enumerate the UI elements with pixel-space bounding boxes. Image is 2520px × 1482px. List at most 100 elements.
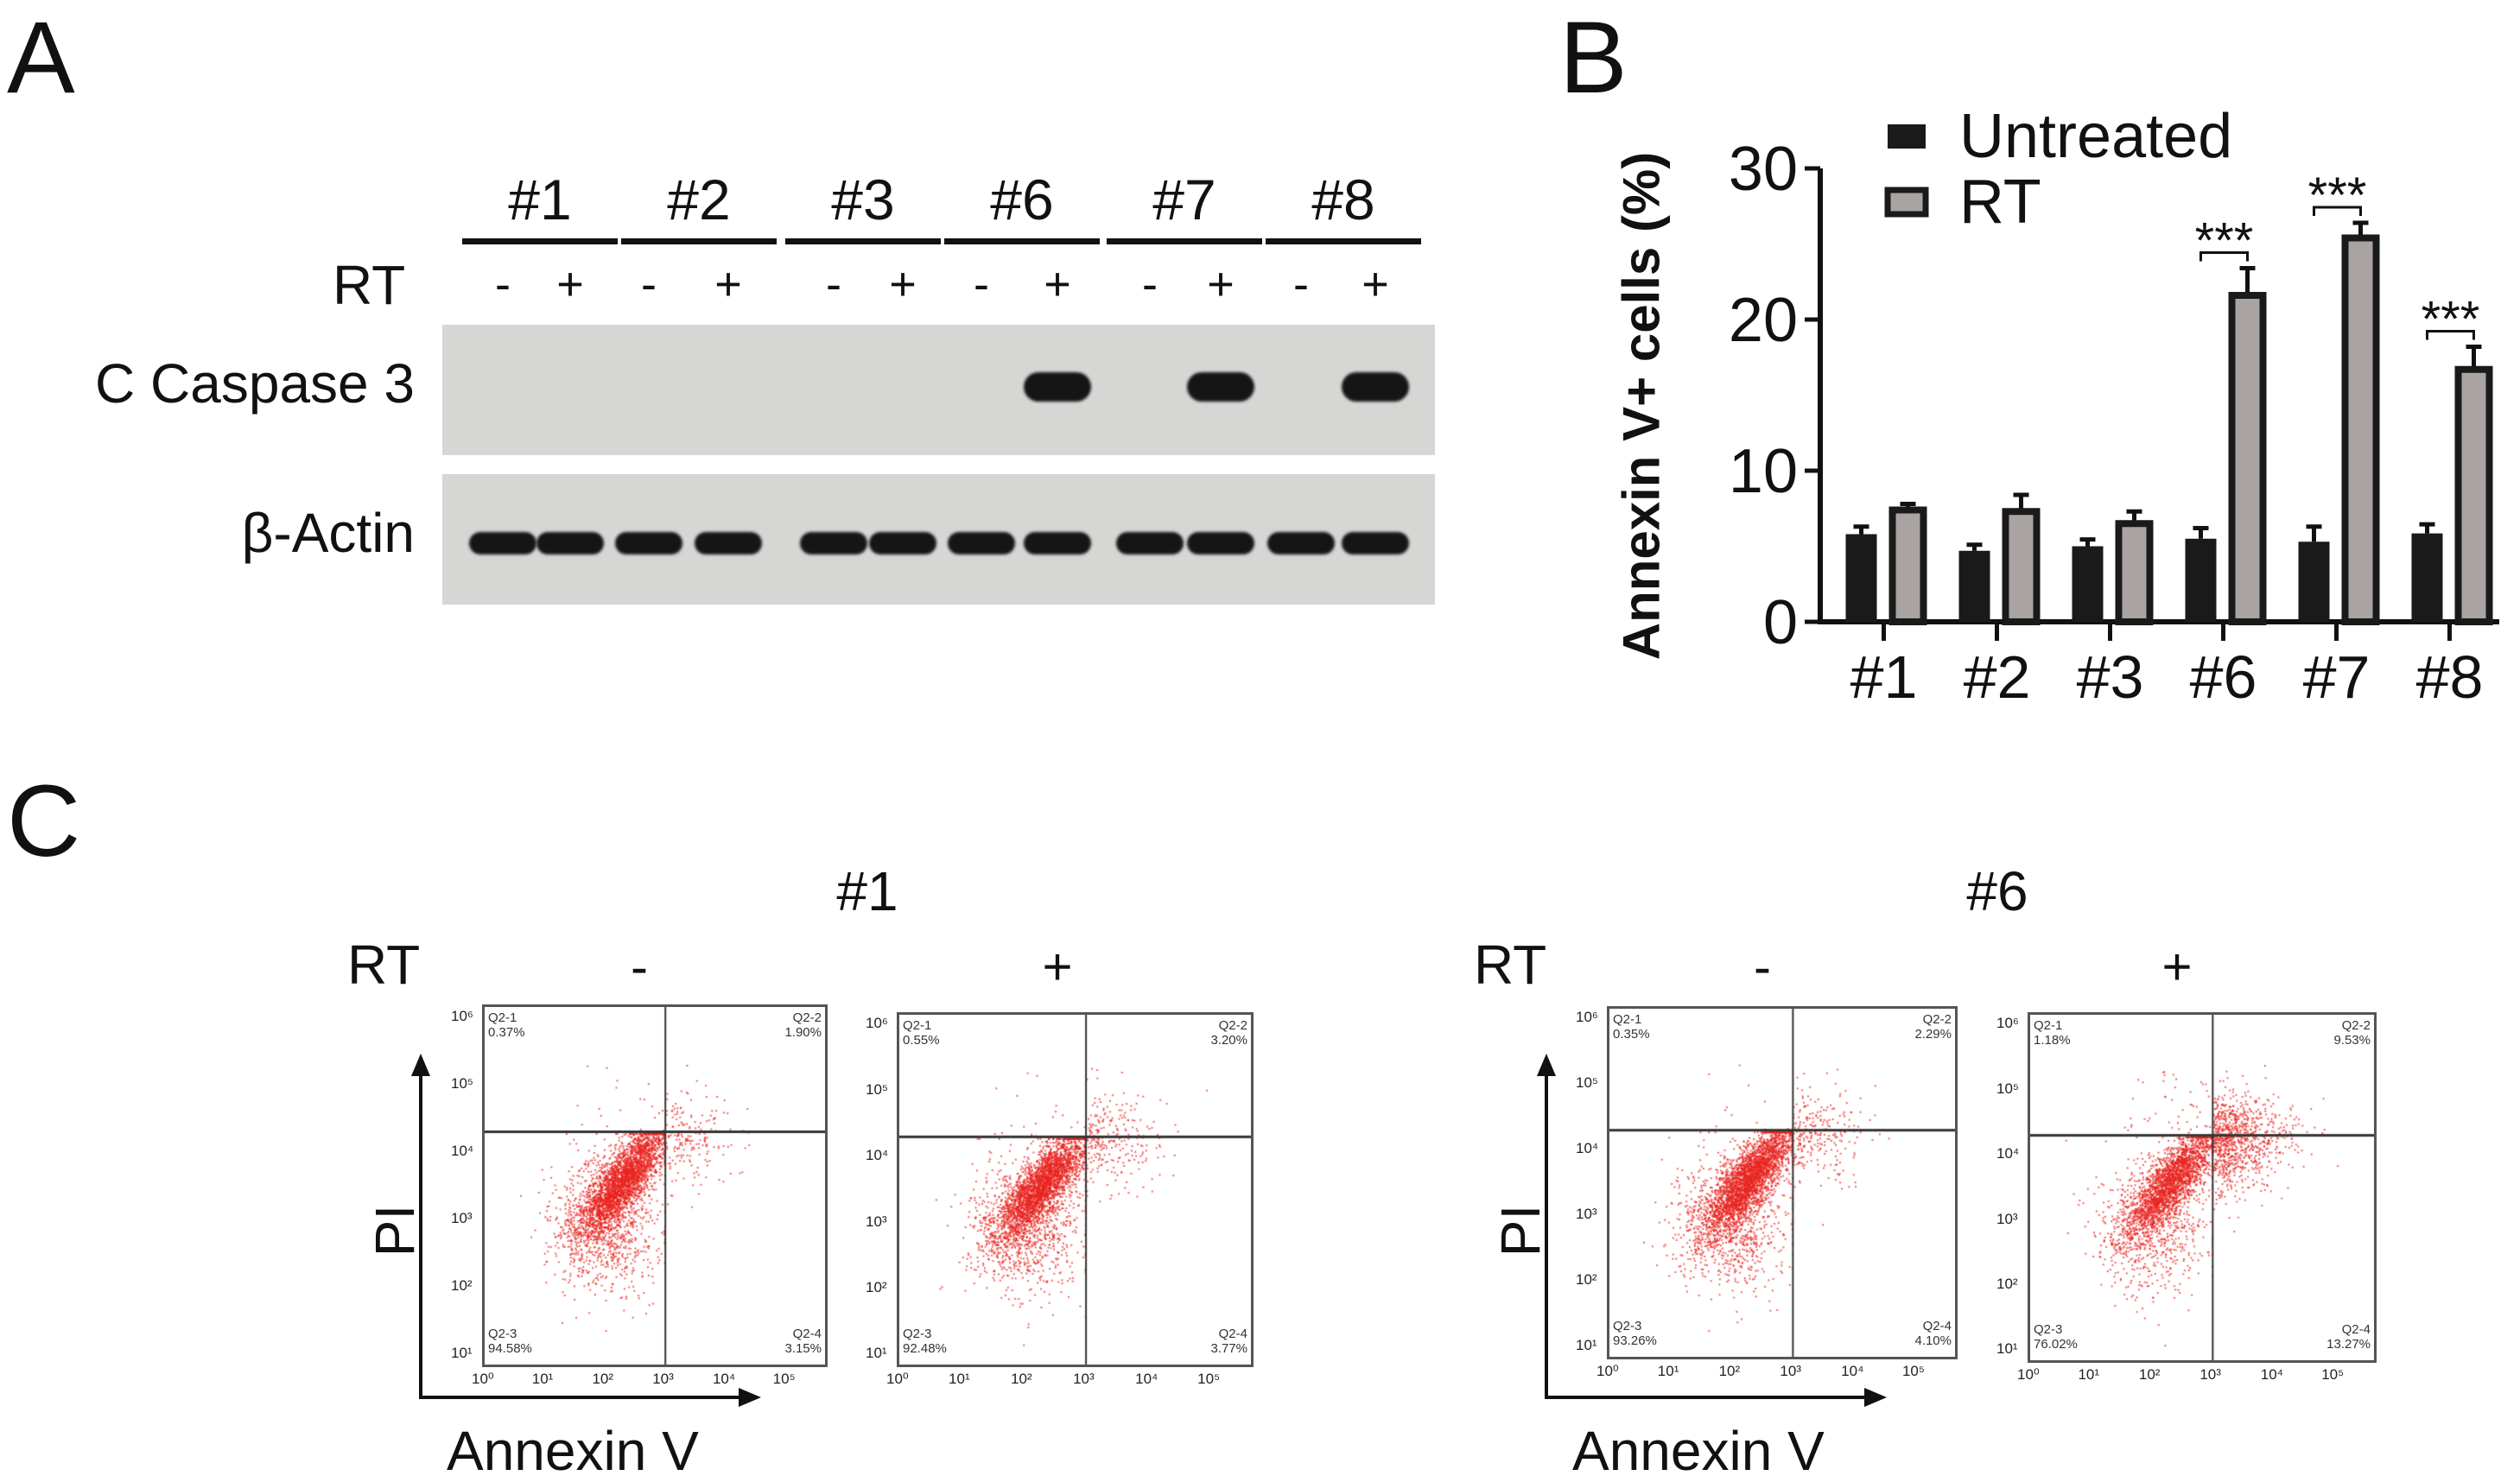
x-tick-label: #8 (2416, 643, 2484, 711)
bar-rt (1888, 506, 1927, 625)
flow-y-tick-label: 10¹ (866, 1345, 887, 1362)
flow-rt-label: RT (1474, 934, 1547, 996)
flow-x-tick-label: 10³ (2199, 1366, 2221, 1383)
quadrant-q1-label: Q2-1 0.37% (488, 1010, 525, 1041)
bar-rt (2341, 234, 2380, 625)
y-tick-label: 0 (1763, 588, 1798, 657)
blot-sample-underline (621, 238, 777, 244)
quadrant-q2-label: Q2-2 2.29% (1914, 1012, 1952, 1042)
significance-bracket (2313, 206, 2362, 216)
quadrant-value: 3.77% (1210, 1340, 1247, 1356)
blot-rt-sign: + (556, 258, 584, 310)
quadrant-q2-label: Q2-2 3.20% (1210, 1018, 1247, 1048)
flow-x-tick-label: 10² (1011, 1371, 1032, 1387)
flow-scatter-dots (2030, 1015, 2374, 1360)
bar-untreated (2185, 538, 2217, 622)
arrow-up-icon (1537, 1054, 1556, 1076)
quadrant-value: 2.29% (1914, 1027, 1952, 1042)
significance-stars: *** (2422, 292, 2480, 348)
flow-y-tick-label: 10¹ (1996, 1340, 2018, 1358)
blot-sample-label: #3 (831, 168, 895, 231)
flow-scatter-dots (1609, 1009, 1955, 1357)
quadrant-name: Q2-2 (1218, 1018, 1247, 1033)
blot-sample-underline (944, 238, 1100, 244)
quadrant-q3-label: Q2-3 76.02% (2034, 1322, 2078, 1352)
quadrant-name: Q2-4 (1922, 1318, 1952, 1333)
quadrant-q3-label: Q2-3 94.58% (488, 1327, 532, 1357)
flow-y-tick-label: 10⁶ (1576, 1009, 1598, 1026)
bar-chart-y-label: Annexin V+ cells (%) (1612, 151, 1671, 661)
flow-x-tick-label: 10² (1718, 1363, 1741, 1379)
blot-sample-label: #2 (667, 168, 731, 231)
blot-rt-sign: - (641, 258, 657, 310)
legend-label-rt: RT (1959, 168, 2041, 237)
flow-x-tick-label: 10⁴ (712, 1371, 736, 1387)
arrow-right-icon (1864, 1388, 1887, 1407)
quadrant-name: Q2-2 (792, 1010, 822, 1025)
quadrant-name: Q2-3 (488, 1326, 517, 1341)
flow-y-tick-label: 10⁶ (866, 1015, 888, 1032)
quadrant-value: 0.35% (1613, 1027, 1650, 1042)
blot-caspase-3 (442, 325, 1435, 455)
quadrant-q2-label: Q2-2 1.90% (784, 1010, 822, 1041)
blot-rt-sign: - (1142, 258, 1158, 310)
quadrant-value: 1.90% (784, 1025, 822, 1041)
quadrant-q4-label: Q2-4 13.27% (2326, 1322, 2371, 1352)
y-tick-label: 20 (1729, 286, 1798, 355)
actin-band (869, 532, 936, 554)
flow-x-tick-label: 10¹ (949, 1371, 970, 1387)
quadrant-name: Q2-4 (2341, 1321, 2371, 1337)
flow-x-tick-label: 10³ (652, 1371, 674, 1387)
blot-rt-sign: + (1207, 258, 1235, 310)
actin-band (1024, 532, 1091, 554)
flow-x-tick-label: 10⁵ (772, 1371, 796, 1387)
arrow-right-icon (739, 1388, 761, 1407)
quadrant-q2-label: Q2-2 9.53% (2333, 1018, 2371, 1048)
blot-sample-label: #7 (1152, 168, 1216, 231)
flow-x-tick-label: 10¹ (2078, 1366, 2100, 1383)
flow-x-tick-label: 10⁵ (1197, 1371, 1221, 1387)
flow-axis-arrows (411, 1054, 761, 1407)
caspase-band (1187, 372, 1254, 402)
flow-x-tick-label: 10³ (1780, 1363, 1801, 1379)
actin-band (800, 532, 867, 554)
flow-scatter-plot: Q2-1 0.37% Q2-2 1.90% Q2-3 94.58% Q2-4 3.15% (482, 1004, 828, 1367)
quadrant-value: 3.15% (784, 1340, 822, 1356)
bar-rt (2115, 520, 2154, 625)
flow-x-tick-label: 10⁴ (2260, 1366, 2283, 1383)
flow-x-tick-label: 10¹ (1657, 1363, 1679, 1379)
bar-rt (2228, 292, 2267, 625)
flow-y-tick-label: 10³ (451, 1209, 473, 1226)
quadrant-q1-label: Q2-1 0.55% (903, 1018, 940, 1048)
flow-x-tick-label: 10¹ (531, 1371, 554, 1387)
quadrant-value: 9.53% (2333, 1033, 2371, 1048)
legend-label-untreated: Untreated (1959, 102, 2232, 171)
flow-y-tick-label: 10⁵ (451, 1074, 473, 1092)
flow-y-tick-label: 10² (1576, 1271, 1597, 1289)
quadrant-value: 0.37% (488, 1025, 525, 1041)
actin-band (1342, 532, 1409, 554)
actin-band (615, 532, 682, 554)
flow-x-tick-label: 10³ (1073, 1371, 1095, 1387)
actin-band (695, 532, 762, 554)
significance-bracket (2426, 330, 2475, 340)
quadrant-name: Q2-1 (1613, 1012, 1642, 1027)
flow-x-tick-label: 10⁴ (1135, 1371, 1158, 1387)
caspase-band (1024, 372, 1091, 402)
panel-label-c: C (7, 764, 81, 878)
flow-rt-sign: + (1042, 938, 1073, 996)
quadrant-value: 1.18% (2034, 1033, 2071, 1048)
significance-bracket (2199, 251, 2249, 262)
flow-x-tick-label: 10² (592, 1371, 614, 1387)
quadrant-name: Q2-2 (2341, 1018, 2371, 1033)
quadrant-q4-label: Q2-4 3.15% (784, 1327, 822, 1357)
flow-y-tick-label: 10² (866, 1278, 887, 1295)
quadrant-q3-label: Q2-3 93.26% (1613, 1319, 1657, 1349)
flow-y-tick-label: 10⁴ (451, 1142, 474, 1159)
legend-swatch-untreated (1888, 124, 1926, 149)
flow-y-tick-label: 10⁴ (1996, 1145, 2020, 1162)
actin-band (1267, 532, 1335, 554)
quadrant-value: 92.48% (903, 1340, 947, 1356)
x-tick-label: #3 (2077, 643, 2144, 711)
flow-group-title: #1 (836, 860, 898, 922)
